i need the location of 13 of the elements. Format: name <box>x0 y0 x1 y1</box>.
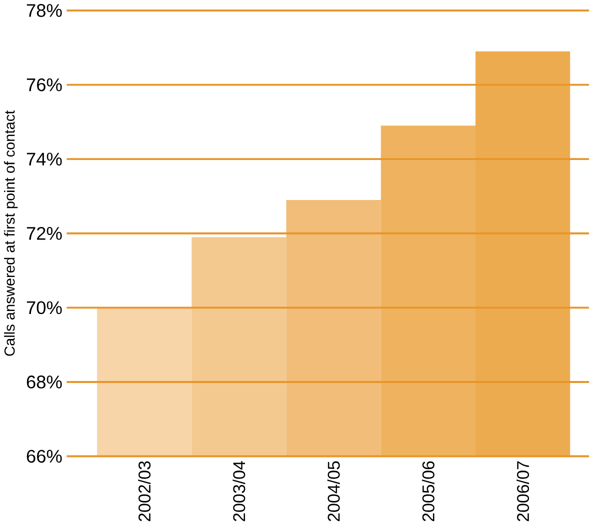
x-tick-label: 2005/06 <box>422 461 434 522</box>
y-tick-label: 74% <box>26 152 62 166</box>
y-tick-label: 72% <box>26 226 62 240</box>
y-tick-label: 68% <box>26 375 62 388</box>
x-tick-label: 2003/04 <box>232 461 246 522</box>
x-tick-label: 2006/07 <box>516 461 530 522</box>
x-tick-label: 2002/03 <box>138 461 151 522</box>
y-tick-label: 70% <box>26 301 62 314</box>
y-tick-label: 78% <box>26 4 62 17</box>
y-axis-title: Calls answered at first point of contact <box>4 110 18 356</box>
y-tick-label: 76% <box>26 78 62 92</box>
y-tick-label: 66% <box>26 450 62 463</box>
x-tick-label: 2004/05 <box>327 461 340 522</box>
